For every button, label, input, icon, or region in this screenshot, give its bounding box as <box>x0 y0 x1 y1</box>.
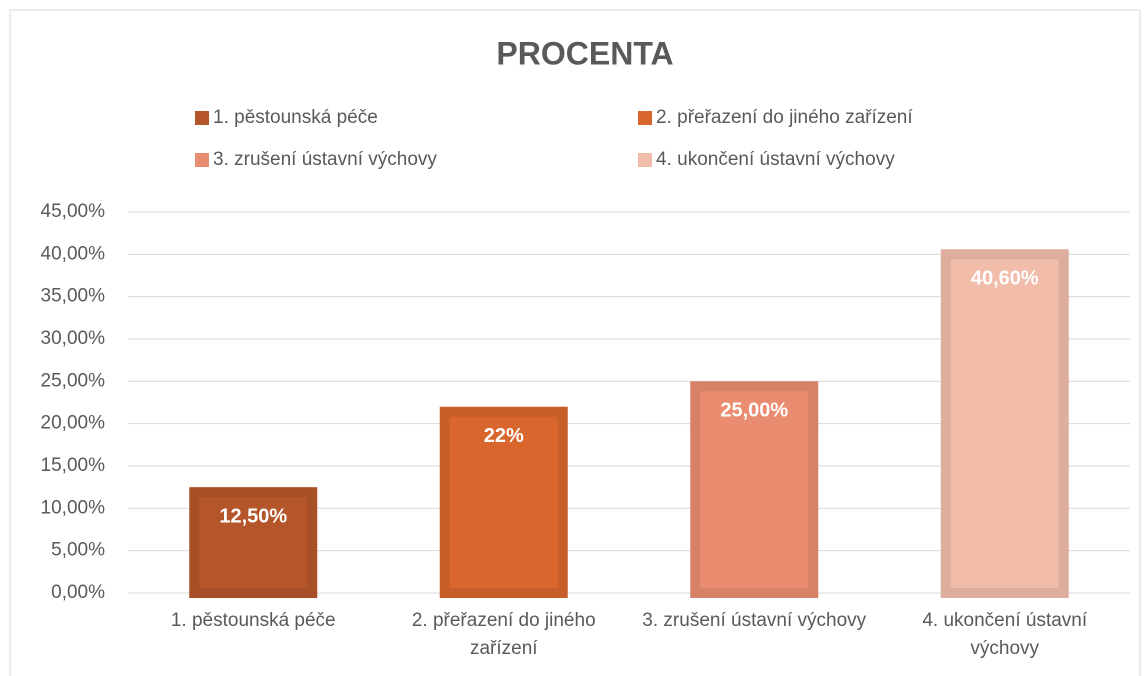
y-tick-label: 0,00% <box>51 582 105 603</box>
value-label: 12,50% <box>219 505 287 527</box>
bar <box>189 487 318 598</box>
bar <box>690 381 819 599</box>
bar <box>940 249 1069 598</box>
y-tick-label: 45,00% <box>41 201 106 222</box>
legend-label: 1. pěstounská péče <box>213 107 378 128</box>
y-tick-label: 25,00% <box>41 370 106 391</box>
chart-title: PROCENTA <box>496 35 673 71</box>
x-tick-label: 1. pěstounská péče <box>170 610 336 631</box>
legend-swatch <box>195 153 209 167</box>
x-tick-label: 3. zrušení ústavní výchovy <box>642 610 867 631</box>
legend-swatch <box>195 111 209 125</box>
legend-swatch <box>638 111 652 125</box>
legend-label: 2. přeřazení do jiného zařízení <box>656 107 913 128</box>
x-tick-label: 4. ukončení ústavní výchovy <box>922 610 1088 659</box>
value-label: 40,60% <box>971 268 1039 290</box>
legend-swatch <box>638 153 652 167</box>
value-label: 25,00% <box>720 400 788 422</box>
y-tick-label: 30,00% <box>41 328 106 349</box>
x-tick-label: 2. přeřazení do jiného zařízení <box>411 610 596 659</box>
legend-label: 4. ukončení ústavní výchovy <box>656 149 895 170</box>
y-tick-label: 20,00% <box>41 413 106 434</box>
y-tick-label: 35,00% <box>41 286 106 307</box>
y-tick-label: 15,00% <box>41 455 106 476</box>
bar <box>439 406 568 598</box>
y-tick-label: 5,00% <box>51 540 105 561</box>
y-tick-label: 10,00% <box>41 497 106 518</box>
y-tick-label: 40,00% <box>41 243 106 264</box>
legend-label: 3. zrušení ústavní výchovy <box>213 149 437 170</box>
value-label: 22% <box>484 425 524 447</box>
